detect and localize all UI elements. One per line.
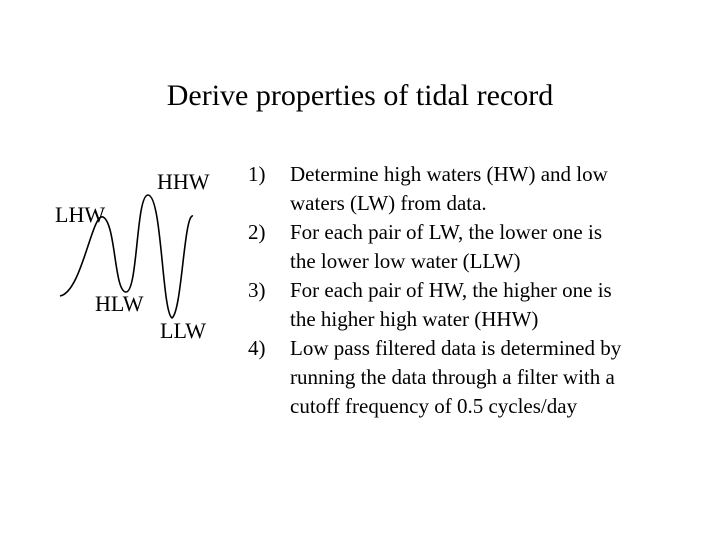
step-line: Low pass filtered data is determined by <box>290 336 622 360</box>
step-line: the higher high water (HHW) <box>290 307 539 331</box>
step-line: Determine high waters (HW) and low <box>290 162 608 186</box>
step-line: waters (LW) from data. <box>290 191 487 215</box>
step-line: running the data through a filter with a <box>290 365 615 389</box>
steps-list: 1) Determine high waters (HW) and low wa… <box>248 160 688 421</box>
step-number: 1) <box>248 162 266 186</box>
step-number: 2) <box>248 220 266 244</box>
step-number: 3) <box>248 278 266 302</box>
step-line: cutoff frequency of 0.5 cycles/day <box>290 394 578 418</box>
label-llw: LLW <box>160 318 207 343</box>
label-hhw: HHW <box>157 169 210 194</box>
step-item: 1) Determine high waters (HW) and low wa… <box>248 160 688 218</box>
step-line: For each pair of LW, the lower one is <box>290 220 602 244</box>
step-number: 4) <box>248 336 266 360</box>
step-line: For each pair of HW, the higher one is <box>290 278 612 302</box>
tidal-curve <box>59 194 194 319</box>
step-item: 2) For each pair of LW, the lower one is… <box>248 218 688 276</box>
label-hlw: HLW <box>95 291 144 316</box>
step-line: the lower low water (LLW) <box>290 249 521 273</box>
label-lhw: LHW <box>55 202 106 227</box>
step-item: 4) Low pass filtered data is determined … <box>248 334 688 421</box>
step-item: 3) For each pair of HW, the higher one i… <box>248 276 688 334</box>
slide-title: Derive properties of tidal record <box>166 79 554 112</box>
